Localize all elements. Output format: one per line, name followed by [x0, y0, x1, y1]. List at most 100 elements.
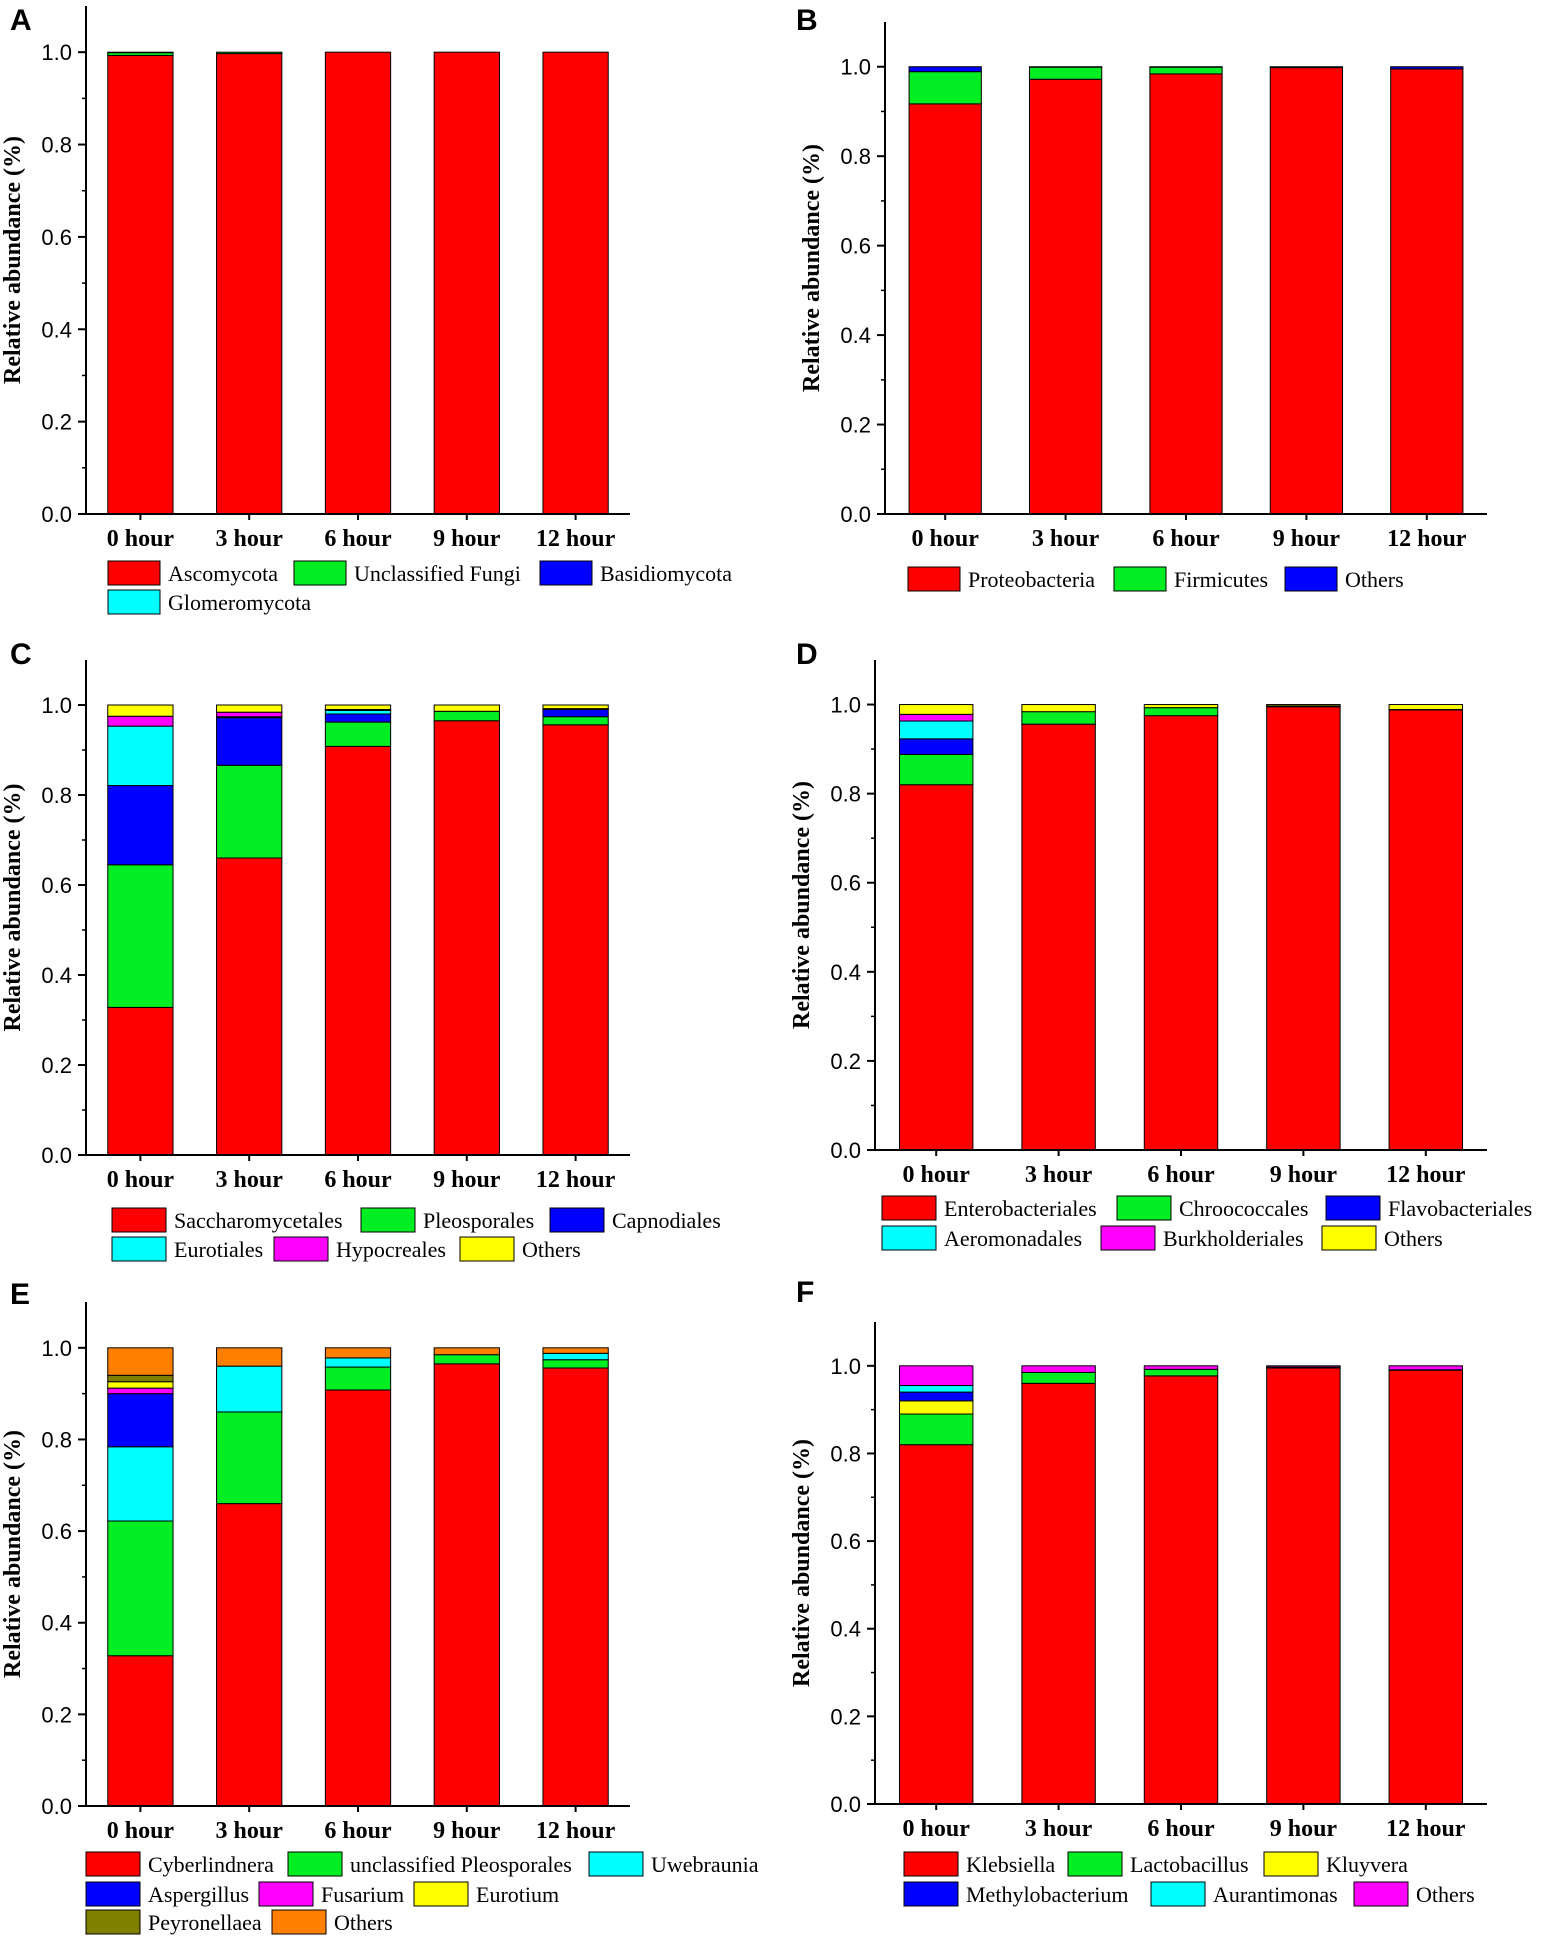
x-tick-label: 3 hour	[1032, 526, 1100, 552]
bar-segment-kluyvera-0-hour	[898, 1400, 974, 1415]
legend-label-others: Others	[1345, 567, 1404, 592]
bar-segment-aeromonadales-0-hour	[898, 720, 974, 740]
legend-swatch-capnodiales	[549, 1207, 605, 1233]
bar-segment-others-9-hour	[1266, 704, 1341, 707]
legend-swatch-peyronellaea	[85, 1909, 141, 1935]
bar-segment-unclassified-pleosporales-12-hour	[542, 1359, 609, 1369]
bar-segment-others-9-hour	[433, 1347, 500, 1356]
legend-swatch-pleosporales	[360, 1207, 416, 1233]
bar-segment-proteobacteria-12-hour	[1390, 68, 1464, 515]
bar-segment-others-6-hour	[1143, 1365, 1219, 1370]
panel-letter: D	[796, 638, 818, 671]
bar-segment-others-0-hour	[107, 1347, 174, 1376]
legend-swatch-others	[1321, 1225, 1377, 1251]
x-tick-label: 6 hour	[1152, 526, 1220, 552]
bar-segment-cyberlindnera-3-hour	[216, 1503, 283, 1807]
y-tick-label: 0.8	[830, 1441, 861, 1466]
panel-letter: B	[796, 4, 818, 37]
panel-a: A 0 hour 3 hour 6 hour 9 hour 12 hour 0.0 0.2 0.…	[0, 4, 732, 615]
bar-segment-ascomycota-9-hour	[433, 51, 500, 515]
y-tick-label: 0.8	[41, 783, 72, 808]
y-axis-label: Relative abundance (%)	[799, 144, 825, 392]
legend-swatch-others	[1284, 566, 1338, 592]
bar-segment-lactobacillus-6-hour	[1143, 1368, 1219, 1377]
legend-label-peyronellaea: Peyronellaea	[148, 1910, 262, 1935]
bar-segment-proteobacteria-0-hour	[908, 103, 982, 515]
x-tick-label: 6 hour	[324, 1818, 392, 1844]
x-tick-label: 6 hour	[324, 1167, 392, 1193]
y-tick-label: 0.6	[830, 1529, 861, 1554]
y-tick-label: 0.8	[41, 133, 72, 158]
legend-swatch-aurantimonas	[1150, 1881, 1206, 1907]
bar-segment-klebsiella-3-hour	[1021, 1382, 1096, 1805]
legend-swatch-fusarium	[258, 1881, 314, 1907]
legend-label-klebsiella: Klebsiella	[966, 1852, 1055, 1877]
bar-segment-others-3-hour	[1021, 704, 1096, 713]
bar-segment-others-0-hour	[898, 704, 974, 715]
bar-segment-lactobacillus-0-hour	[898, 1413, 974, 1446]
legend-label-unclassified-pleosporales: unclassified Pleosporales	[350, 1852, 572, 1877]
bar-segment-enterobacteriales-6-hour	[1143, 715, 1219, 1151]
bar-segment-enterobacteriales-12-hour	[1388, 709, 1464, 1151]
y-axis-label: Relative abundance (%)	[789, 781, 815, 1029]
x-tick-label: 0 hour	[107, 1167, 175, 1193]
x-tick-label: 9 hour	[433, 1818, 501, 1844]
bar-segment-peyronellaea-0-hour	[107, 1374, 174, 1383]
y-tick-label: 0.6	[41, 1519, 72, 1544]
x-tick-label: 9 hour	[1270, 1162, 1338, 1188]
bar-segment-firmicutes-3-hour	[1028, 66, 1103, 80]
bar-segment-others-0-hour	[898, 1365, 974, 1387]
x-tick-label: 6 hour	[324, 526, 392, 552]
legend-label-lactobacillus: Lactobacillus	[1130, 1852, 1249, 1877]
legend-swatch-kluyvera	[1263, 1851, 1319, 1877]
y-axis-label: Relative abundance (%)	[0, 136, 26, 384]
bar-segment-others-6-hour	[324, 1347, 392, 1359]
y-tick-label: 0.0	[830, 1792, 861, 1817]
y-axis-label: Relative abundance (%)	[0, 784, 26, 1032]
y-tick-label: 0.4	[41, 317, 72, 342]
y-tick-label: 0.2	[840, 413, 871, 438]
bar-segment-eurotiales-0-hour	[107, 725, 174, 787]
legend-swatch-saccharomycetales	[111, 1207, 167, 1233]
legend-label-capnodiales: Capnodiales	[612, 1208, 721, 1233]
bar-segment-unclassified-fungi-3-hour	[216, 51, 283, 55]
bar-segment-others-12-hour	[1388, 704, 1464, 710]
bar-segment-others-12-hour	[1388, 1365, 1464, 1371]
bar-segment-others-12-hour	[542, 704, 609, 710]
legend-label-methylobacterium: Methylobacterium	[966, 1882, 1129, 1907]
bar-segment-cyberlindnera-0-hour	[107, 1655, 174, 1807]
panel-letter: F	[796, 1276, 814, 1309]
bar-segment-uwebraunia-0-hour	[107, 1446, 174, 1522]
bar-segment-saccharomycetales-0-hour	[107, 1006, 174, 1156]
legend-label-enterobacteriales: Enterobacteriales	[944, 1196, 1097, 1221]
legend-swatch-basidiomycota	[539, 560, 593, 586]
bar-segment-saccharomycetales-3-hour	[216, 857, 283, 1156]
bar-segment-pleosporales-6-hour	[324, 721, 392, 747]
bar-segment-unclassified-pleosporales-3-hour	[216, 1411, 283, 1505]
panel-letter: C	[10, 638, 32, 671]
y-tick-label: 0.0	[41, 1794, 72, 1819]
y-tick-label: 0.0	[41, 502, 72, 527]
bar-segment-hypocreales-0-hour	[107, 715, 174, 727]
y-tick-label: 1.0	[41, 40, 72, 65]
legend-swatch-eurotiales	[111, 1236, 167, 1262]
x-tick-label: 12 hour	[536, 1818, 616, 1844]
y-tick-label: 1.0	[840, 55, 871, 80]
y-axis-label: Relative abundance (%)	[0, 1430, 26, 1678]
bar-segment-saccharomycetales-12-hour	[542, 724, 609, 1156]
bar-segment-firmicutes-6-hour	[1149, 66, 1223, 75]
legend-swatch-eurotium	[413, 1881, 469, 1907]
y-tick-label: 0.2	[830, 1049, 861, 1074]
legend-swatch-others	[459, 1236, 515, 1262]
legend-label-aurantimonas: Aurantimonas	[1213, 1882, 1338, 1907]
legend-label-cyberlindnera: Cyberlindnera	[148, 1852, 274, 1877]
legend-label-pleosporales: Pleosporales	[423, 1208, 534, 1233]
legend-label-glomeromycota: Glomeromycota	[168, 590, 311, 615]
y-tick-label: 1.0	[41, 693, 72, 718]
bar-segment-others-6-hour	[324, 704, 392, 710]
legend-swatch-flavobacteriales	[1325, 1195, 1381, 1221]
y-tick-label: 0.4	[830, 960, 861, 985]
bar-segment-saccharomycetales-6-hour	[324, 745, 392, 1156]
legend-label-proteobacteria: Proteobacteria	[968, 567, 1095, 592]
